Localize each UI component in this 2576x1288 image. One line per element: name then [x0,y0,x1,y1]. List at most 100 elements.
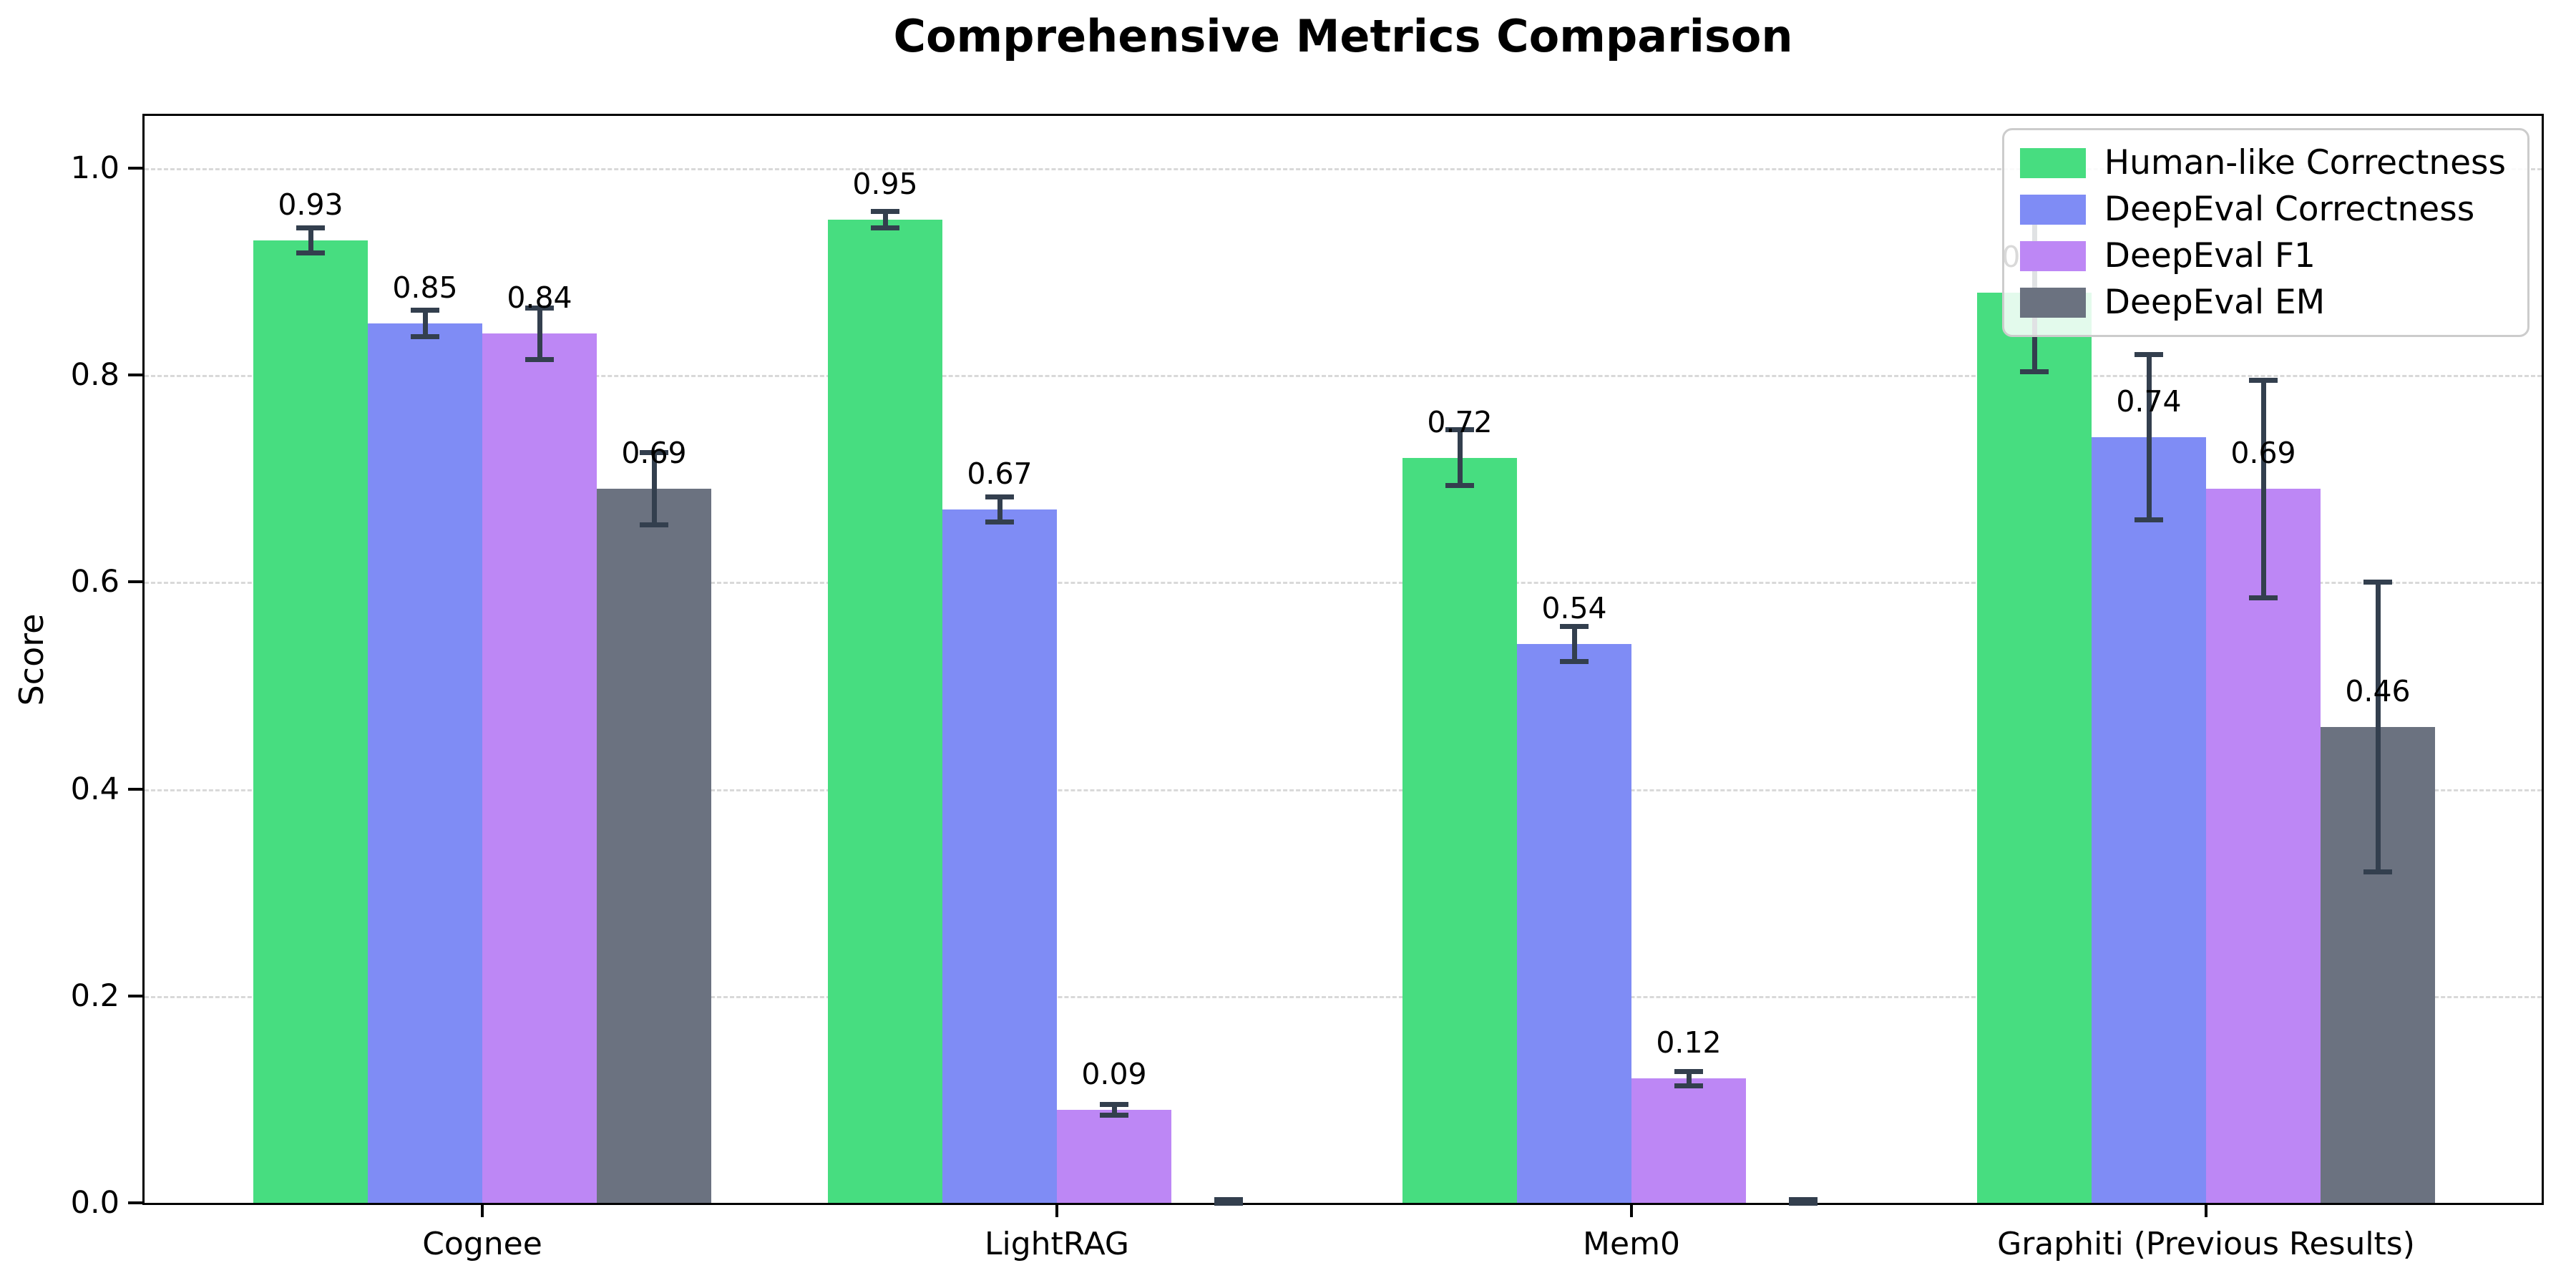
y-axis-tick-label: 0.0 [70,1185,119,1221]
bar-value-label: 0.67 [967,457,1033,492]
bar-deepeval-f1 [1057,1109,1171,1203]
x-axis-tick-label: Mem0 [1583,1226,1680,1262]
bar-human-like-correctness [828,220,942,1203]
error-bar-cap-top [1560,624,1589,630]
y-axis-tick [128,1201,142,1204]
error-bar [422,310,428,337]
bar-value-label: 0.95 [852,167,918,202]
y-axis-tick-label: 0.2 [70,977,119,1014]
error-bar-cap-top [985,494,1014,500]
bar-deepeval-f1 [2206,489,2321,1203]
bar-value-label: 0.46 [2345,673,2411,708]
y-axis-tick-label: 0.4 [70,771,119,807]
error-bar-cap-top [1100,1102,1128,1108]
bar-value-label: 0.85 [392,270,458,305]
x-axis-tick [2205,1203,2207,1217]
error-bar [537,308,542,360]
error-bar-cap-top [1214,1197,1243,1203]
bar-human-like-correctness [1977,292,2092,1203]
error-bar [308,228,313,253]
x-axis-tick [481,1203,484,1217]
bar-value-label: 0.84 [507,280,572,316]
error-bar-cap-bottom [2020,369,2049,375]
error-bar-cap-bottom [985,519,1014,525]
error-bar-cap-bottom [871,225,899,231]
error-bar-cap-top [2249,377,2278,383]
x-axis-tick-label: Graphiti (Previous Results) [1997,1226,2415,1262]
error-bar-cap-top [411,307,439,313]
y-axis-tick [128,167,142,170]
legend-swatch-deepeval-f1 [2019,240,2086,271]
error-bar-cap-bottom [1789,1200,1818,1206]
bar-deepeval-correctness [1517,644,1631,1203]
error-bar-cap-bottom [411,334,439,340]
error-bar [2146,354,2152,520]
bar-value-label: 0.74 [2116,384,2182,419]
bar-deepeval-em [597,489,711,1203]
legend-swatch-deepeval-correctness [2019,194,2086,225]
error-bar [1571,626,1577,662]
error-bar-cap-bottom [640,522,668,528]
bar-value-label: 0.12 [1656,1025,1722,1060]
y-axis-label: Score [12,613,51,706]
bar-value-label: 0.54 [1541,591,1607,626]
legend-swatch-human-like-correctness [2019,147,2086,178]
x-axis-tick-label: Cognee [422,1226,542,1262]
bar-deepeval-correctness [942,509,1057,1203]
error-bar-cap-bottom [1100,1112,1128,1118]
error-bar [2260,380,2266,598]
error-bar [1686,1071,1692,1086]
bar-human-like-correctness [253,240,368,1203]
error-bar-cap-top [2363,579,2392,585]
legend-entry: DeepEval F1 [2019,236,2506,275]
error-bar [882,211,888,228]
error-bar-cap-top [640,450,668,456]
y-axis-tick [128,787,142,791]
error-bar-cap-top [525,305,554,311]
y-axis-tick [128,374,142,377]
error-bar [651,452,657,525]
error-bar-cap-top [1445,427,1474,433]
gridline [145,375,2542,378]
error-bar-cap-bottom [1445,483,1474,489]
error-bar-cap-bottom [525,357,554,362]
bar-value-label: 0.09 [1081,1056,1147,1091]
error-bar-cap-bottom [2249,595,2278,600]
legend-label: Human-like Correctness [2104,143,2506,182]
error-bar-cap-bottom [1214,1200,1243,1206]
legend-label: DeepEval F1 [2104,236,2316,275]
error-bar-cap-bottom [2135,517,2163,523]
error-bar-cap-top [1789,1197,1818,1203]
bar-value-label: 0.69 [2230,436,2296,471]
bar-value-label: 0.72 [1427,404,1493,439]
error-bar-cap-bottom [296,250,325,256]
legend-swatch-deepeval-em [2019,287,2086,318]
legend-label: DeepEval EM [2104,283,2326,322]
gridline [145,582,2542,585]
gridline [145,995,2542,998]
chart-title: Comprehensive Metrics Comparison [893,10,1793,62]
y-axis-tick-label: 1.0 [70,150,119,186]
x-axis-tick-label: LightRAG [984,1226,1130,1262]
error-bar-cap-bottom [1674,1083,1703,1089]
error-bar-cap-bottom [2363,869,2392,874]
legend-label: DeepEval Correctness [2104,190,2475,229]
error-bar-cap-top [2135,351,2163,357]
legend-entry: DeepEval EM [2019,283,2506,322]
plot-area: Score Human-like Correctness DeepEval Co… [12,114,2544,1262]
bar-value-label: 0.69 [621,436,687,471]
bar-deepeval-correctness [2092,436,2206,1203]
error-bar-cap-top [871,209,899,215]
y-axis-tick-label: 0.6 [70,564,119,600]
bar-deepeval-f1 [1631,1078,1746,1203]
bar-deepeval-f1 [482,333,597,1203]
x-axis-tick [1055,1203,1058,1217]
y-axis-tick [128,994,142,997]
legend: Human-like Correctness DeepEval Correctn… [2001,128,2529,337]
bar-deepeval-correctness [368,323,482,1203]
x-axis-tick [1630,1203,1633,1217]
error-bar [1457,429,1463,486]
legend-entry: DeepEval Correctness [2019,190,2506,229]
bar-value-label: 0.93 [278,187,343,223]
error-bar [1111,1104,1117,1116]
